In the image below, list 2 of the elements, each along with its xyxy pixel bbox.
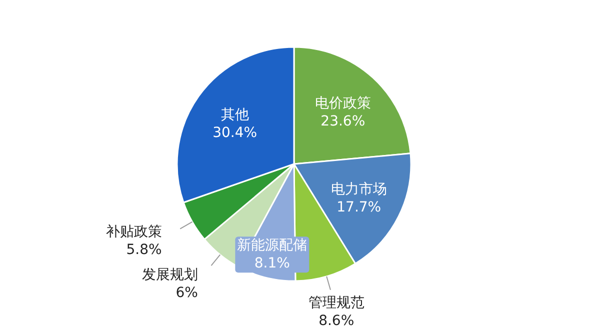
slice-label: 新能源配储	[237, 238, 308, 254]
data-label: 8.1%	[254, 256, 290, 272]
